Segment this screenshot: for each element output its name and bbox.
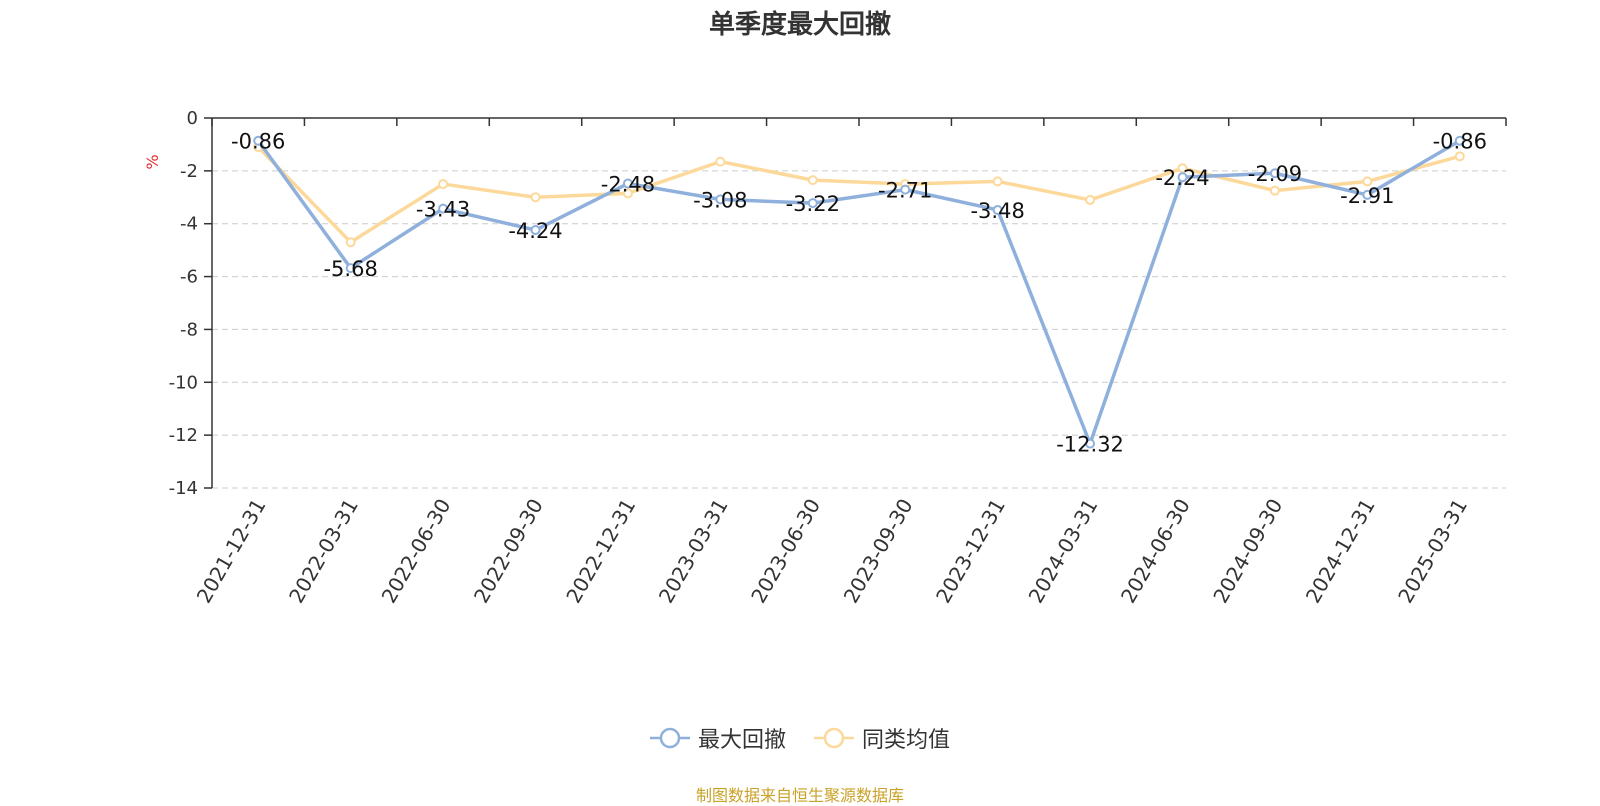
data-point [345,237,356,248]
data-label: -5.68 [323,257,377,281]
legend-label: 最大回撤 [697,728,786,753]
y-tick-label: -4 [180,214,198,235]
data-point [807,198,818,209]
x-tick-label: 2023-06-30 [746,495,825,608]
series-line [256,139,1461,446]
x-tick-label: 2023-12-31 [931,495,1010,608]
data-point [715,194,726,205]
x-tick-label: 2024-03-31 [1023,495,1102,608]
data-point [1362,189,1373,200]
legend-marker-icon [814,727,854,749]
legend-item[interactable]: 最大回撤 [649,722,786,754]
data-point [1454,151,1465,162]
data-point [1362,176,1373,187]
data-point [992,204,1003,215]
x-tick-label: 2023-03-31 [654,495,733,608]
data-point [438,179,449,190]
data-point [622,188,633,199]
data-point [1269,185,1280,196]
data-label: -4.24 [508,219,562,243]
data-point [345,263,356,274]
x-tick-label: 2024-12-31 [1301,495,1380,608]
x-tick-label: 2022-12-31 [561,495,640,608]
data-label: -3.08 [693,188,747,212]
x-tick-label: 2022-09-30 [469,495,548,608]
y-tick-label: -10 [169,372,198,393]
y-tick-label: 0 [187,108,198,129]
data-label: -3.22 [786,192,840,216]
legend: 最大回撤 同类均值 [0,722,1600,754]
data-label: -2.91 [1340,184,1394,208]
x-tick-label: 2024-06-30 [1116,495,1195,608]
data-label: -2.71 [878,179,932,203]
y-tick-label: -12 [169,425,198,446]
data-label: -0.86 [231,130,285,154]
y-tick-label: -14 [169,478,198,499]
y-tick-label: -8 [180,319,198,340]
data-point [530,192,541,203]
data-label: -3.48 [970,199,1024,223]
y-tick-label: -2 [180,161,198,182]
data-label: -2.09 [1248,162,1302,186]
data-label: -12.32 [1056,433,1124,457]
data-label: -2.24 [1155,166,1209,190]
y-axis-unit-label: % [143,154,162,169]
series [253,135,1465,449]
chart-title: 单季度最大回撤 [708,10,891,40]
data-point [1177,172,1188,183]
x-tick-label: 2025-03-31 [1393,495,1472,608]
y-tick-label: -6 [180,267,198,288]
source-note: 制图数据来自恒生聚源数据库 [695,786,904,805]
data-point [992,176,1003,187]
data-point [438,203,449,214]
x-tick-label: 2021-12-31 [192,495,271,608]
grid-lines [212,170,1506,489]
data-label: -3.43 [416,198,470,222]
x-tick-label: 2022-03-31 [284,495,363,608]
data-label: -2.48 [601,173,655,197]
data-point [1085,194,1096,205]
data-labels: -0.86 -5.68 -3.43 -4.24 -2.48 -3.08 -3.22 -2.71… [231,130,1487,457]
data-point [1085,438,1096,449]
data-point [530,225,541,236]
legend-label: 同类均值 [862,728,951,753]
legend-item[interactable]: 同类均值 [814,722,950,754]
series-line [256,145,1461,244]
data-label: -0.86 [1433,130,1487,154]
data-point [622,178,633,189]
x-tick-label: 2024-09-30 [1208,495,1287,608]
data-point [1454,135,1465,146]
data-point [253,135,264,146]
data-point [715,156,726,167]
x-tick-label: 2022-06-30 [376,495,455,608]
data-point [1269,168,1280,179]
x-tick-label: 2023-09-30 [839,495,918,608]
data-point [900,184,911,195]
data-point [807,175,818,186]
legend-marker-icon [649,727,690,749]
